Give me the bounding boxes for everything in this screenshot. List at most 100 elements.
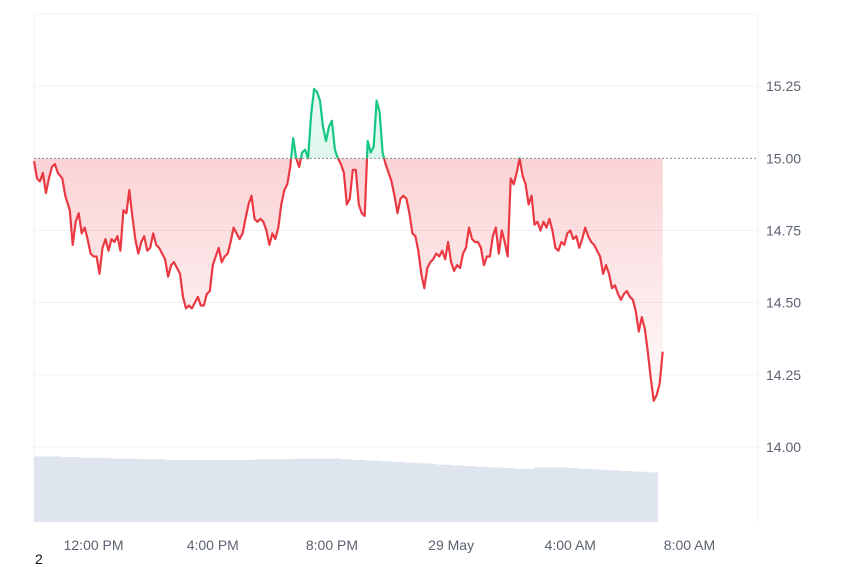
volume-bar — [436, 464, 444, 522]
volume-bar — [176, 459, 184, 522]
volume-bar — [514, 468, 522, 522]
volume-bar — [280, 459, 288, 522]
volume-bar — [560, 467, 568, 522]
volume-bar — [352, 459, 360, 522]
volume-bar — [85, 457, 93, 522]
volume-bar — [209, 459, 217, 522]
volume-bar — [131, 458, 139, 522]
volume-bar — [547, 467, 555, 522]
volume-bar — [105, 458, 113, 522]
volume-bar — [365, 460, 373, 522]
volume-bar — [592, 469, 600, 522]
y-axis: 15.25 15.00 14.75 14.50 14.25 14.00 — [766, 78, 801, 455]
volume-bar — [495, 467, 503, 522]
volume-bar — [137, 459, 145, 522]
x-tick-label: 8:00 AM — [664, 537, 715, 553]
volume-bar — [189, 459, 197, 522]
volume-bar — [163, 459, 171, 522]
volume-bar — [300, 458, 308, 522]
volume-bar — [345, 459, 353, 522]
area-below-baseline — [34, 158, 663, 401]
volume-bar — [456, 465, 464, 522]
volume-bar — [59, 457, 67, 522]
y-tick-label: 15.00 — [766, 150, 801, 166]
volume-bar — [638, 471, 646, 522]
volume-bar — [34, 456, 41, 522]
volume-bar — [573, 468, 581, 522]
volume-bar — [521, 468, 529, 522]
volume-bar — [228, 459, 236, 522]
volume-bar — [183, 459, 191, 522]
volume-bar — [384, 461, 392, 522]
volume-bar — [124, 458, 132, 522]
volume-bar — [397, 461, 405, 522]
x-tick-label: 4:00 PM — [187, 537, 239, 553]
volume-bar — [566, 468, 574, 522]
volume-bar — [222, 459, 230, 522]
volume-bar — [235, 459, 243, 522]
volume-bar — [248, 459, 256, 522]
volume-bar — [332, 458, 340, 522]
volume-bar — [274, 459, 282, 522]
volume-bar — [378, 461, 386, 522]
volume-bar — [79, 457, 87, 522]
volume-bar — [111, 458, 119, 522]
volume-bar — [287, 459, 295, 522]
volume-bar — [540, 467, 548, 522]
area-fill — [34, 89, 663, 401]
volume-bar — [215, 459, 223, 522]
volume-bar — [196, 459, 204, 522]
volume-bars — [34, 456, 659, 522]
volume-bar — [254, 459, 262, 522]
x-tick-label: 8:00 PM — [306, 537, 358, 553]
volume-bar — [443, 464, 451, 522]
volume-bar — [144, 459, 152, 522]
volume-bar — [488, 467, 496, 522]
volume-bar — [449, 465, 457, 522]
volume-bar — [46, 456, 54, 522]
y-tick-label: 14.00 — [766, 439, 801, 455]
volume-bar — [553, 467, 561, 522]
volume-bar — [358, 459, 366, 522]
x-tick-label: 29 May — [428, 537, 474, 553]
volume-bar — [475, 466, 483, 522]
volume-bar — [534, 467, 542, 522]
volume-bar — [651, 472, 659, 522]
price-line-above — [289, 87, 521, 159]
volume-bar — [430, 464, 438, 522]
y-tick-label: 15.25 — [766, 78, 801, 94]
volume-bar — [599, 469, 607, 522]
volume-bar — [261, 459, 269, 522]
volume-bar — [625, 470, 633, 522]
x-tick-label: 4:00 AM — [545, 537, 596, 553]
volume-bar — [319, 458, 327, 522]
y-tick-label: 14.50 — [766, 295, 801, 311]
volume-bar — [586, 468, 594, 522]
volume-bar — [605, 470, 613, 522]
volume-bar — [157, 459, 165, 522]
volume-bar — [293, 458, 301, 522]
volume-bar — [72, 457, 80, 522]
volume-bar — [326, 458, 334, 522]
volume-bar — [202, 459, 210, 522]
volume-bar — [118, 458, 126, 522]
volume-bar — [371, 460, 379, 522]
volume-bar — [170, 459, 178, 522]
volume-bar — [404, 462, 412, 522]
volume-bar — [618, 470, 626, 522]
x-axis: 12:00 PM 4:00 PM 8:00 PM 29 May 4:00 AM 8:00 … — [64, 537, 716, 553]
volume-bar — [631, 471, 639, 522]
volume-bar — [527, 468, 535, 522]
area-above-baseline — [34, 89, 663, 159]
volume-bar — [462, 466, 470, 522]
volume-bar — [339, 459, 347, 522]
volume-bar — [267, 459, 275, 522]
volume-bar — [391, 461, 399, 522]
volume-bar — [508, 468, 516, 522]
volume-bar — [40, 456, 48, 522]
y-tick-label: 14.75 — [766, 222, 801, 238]
volume-bar — [98, 457, 106, 522]
volume-bar — [612, 470, 620, 522]
